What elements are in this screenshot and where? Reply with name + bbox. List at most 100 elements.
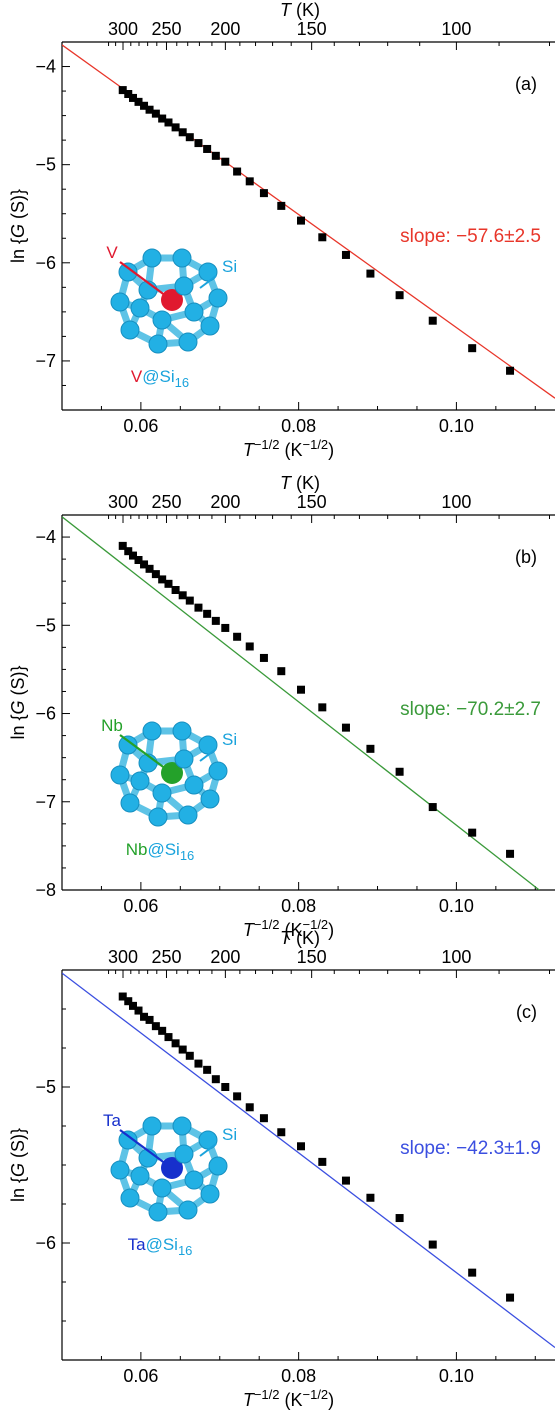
top-tick-label: 150	[297, 947, 327, 967]
data-point	[178, 1045, 187, 1054]
cluster-formula: V@Si16	[131, 367, 189, 390]
top-tick-label: 250	[151, 947, 181, 967]
top-tick-label: 150	[297, 19, 327, 39]
data-point	[171, 1039, 180, 1048]
x-tick-label: 0.06	[123, 896, 158, 916]
data-point	[318, 1157, 327, 1166]
data-point	[428, 316, 437, 325]
data-point	[124, 90, 133, 99]
data-point	[233, 632, 242, 641]
data-point	[259, 1114, 268, 1123]
data-point	[297, 1142, 306, 1151]
data-point	[395, 291, 404, 300]
data-point	[134, 556, 143, 564]
panel-a: 0.06 0.08 0.10 300 250 200 150 100 −7 −6 −5 −4 (a) sl…	[8, 0, 555, 460]
data-point	[158, 114, 167, 123]
data-point	[145, 1015, 154, 1024]
data-point	[185, 133, 194, 142]
si-atom	[152, 783, 172, 803]
data-point	[506, 1293, 515, 1302]
si-atom	[110, 1160, 130, 1180]
data-point	[171, 586, 180, 594]
top-tick-label: 100	[441, 19, 471, 39]
data-point	[428, 803, 437, 812]
data-point	[297, 685, 306, 694]
si-atom	[200, 316, 220, 336]
cluster-inset: Nb Si Nb@Si16	[101, 716, 237, 863]
data-point	[506, 849, 515, 858]
data-point	[211, 1075, 220, 1084]
data-point	[164, 118, 173, 127]
dopant-label: V	[106, 243, 118, 262]
si-atom	[200, 789, 220, 809]
data-point	[468, 344, 477, 353]
si-atom	[120, 793, 140, 813]
si-atom	[178, 332, 198, 352]
data-point	[128, 93, 137, 102]
si-atom	[172, 1116, 192, 1136]
x-tick-label: 0.10	[439, 1366, 474, 1386]
dopant-label: Ta	[103, 1111, 122, 1130]
slope-label: slope: −57.6±2.5	[400, 226, 541, 247]
x-tick-label: 0.06	[123, 1366, 158, 1386]
dopant-pointer	[119, 734, 167, 770]
data-point	[277, 667, 286, 676]
x-tick-label: 0.06	[123, 416, 158, 436]
si-atom	[148, 334, 168, 354]
data-point	[221, 157, 230, 166]
data-point	[277, 1128, 286, 1137]
top-tick-label: 100	[441, 947, 471, 967]
x-axis-label: T−1/2 (K−1/2)	[243, 917, 334, 940]
data-point	[318, 233, 327, 242]
data-point	[318, 703, 327, 712]
si-atom	[142, 248, 162, 268]
data-point	[140, 1012, 149, 1021]
si-atom	[130, 771, 150, 791]
si-pointer	[199, 275, 217, 289]
dopant-pointer	[119, 1129, 167, 1165]
data-point	[158, 1026, 167, 1035]
data-point	[194, 603, 203, 612]
data-point	[203, 144, 212, 153]
top-tick-label: 200	[210, 19, 240, 39]
y-tick-label: −7	[35, 792, 56, 812]
data-point	[151, 109, 160, 118]
fit-line	[62, 972, 555, 1349]
data-point	[341, 250, 350, 259]
data-point	[259, 189, 268, 198]
data-point	[140, 560, 149, 569]
dopant-label: Nb	[101, 716, 123, 735]
data-point	[468, 1268, 477, 1277]
data-point	[221, 623, 230, 632]
top-axis-label: T (K)	[280, 928, 320, 948]
dopant-atom	[161, 289, 183, 311]
slope-label: slope: −70.2±2.7	[400, 699, 541, 720]
data-point	[124, 547, 133, 556]
data-point	[211, 616, 220, 625]
y-axis-label: ln {G (S)}	[8, 665, 28, 739]
cluster-formula: Ta@Si16	[128, 1235, 193, 1258]
y-tick-label: −6	[35, 253, 56, 273]
si-atom	[110, 765, 130, 785]
top-tick-label: 300	[108, 492, 138, 512]
data-point	[233, 1092, 242, 1101]
y-tick-label: −6	[35, 704, 56, 724]
data-point	[128, 551, 137, 560]
data-point	[178, 591, 187, 600]
si-atom	[152, 1178, 172, 1198]
y-tick-label: −4	[35, 57, 56, 77]
data-point	[428, 1240, 437, 1249]
y-tick-label: −6	[35, 1233, 56, 1253]
top-tick-label: 250	[151, 492, 181, 512]
data-point	[164, 579, 173, 588]
data-point	[145, 564, 154, 573]
x-tick-label: 0.10	[439, 896, 474, 916]
y-tick-label: −4	[35, 527, 56, 547]
si-atom	[148, 1202, 168, 1222]
si-atom	[152, 310, 172, 330]
si-atom	[208, 1156, 228, 1176]
si-pointer	[199, 1143, 217, 1157]
si-atom	[184, 302, 204, 322]
si-label: Si	[222, 730, 237, 749]
